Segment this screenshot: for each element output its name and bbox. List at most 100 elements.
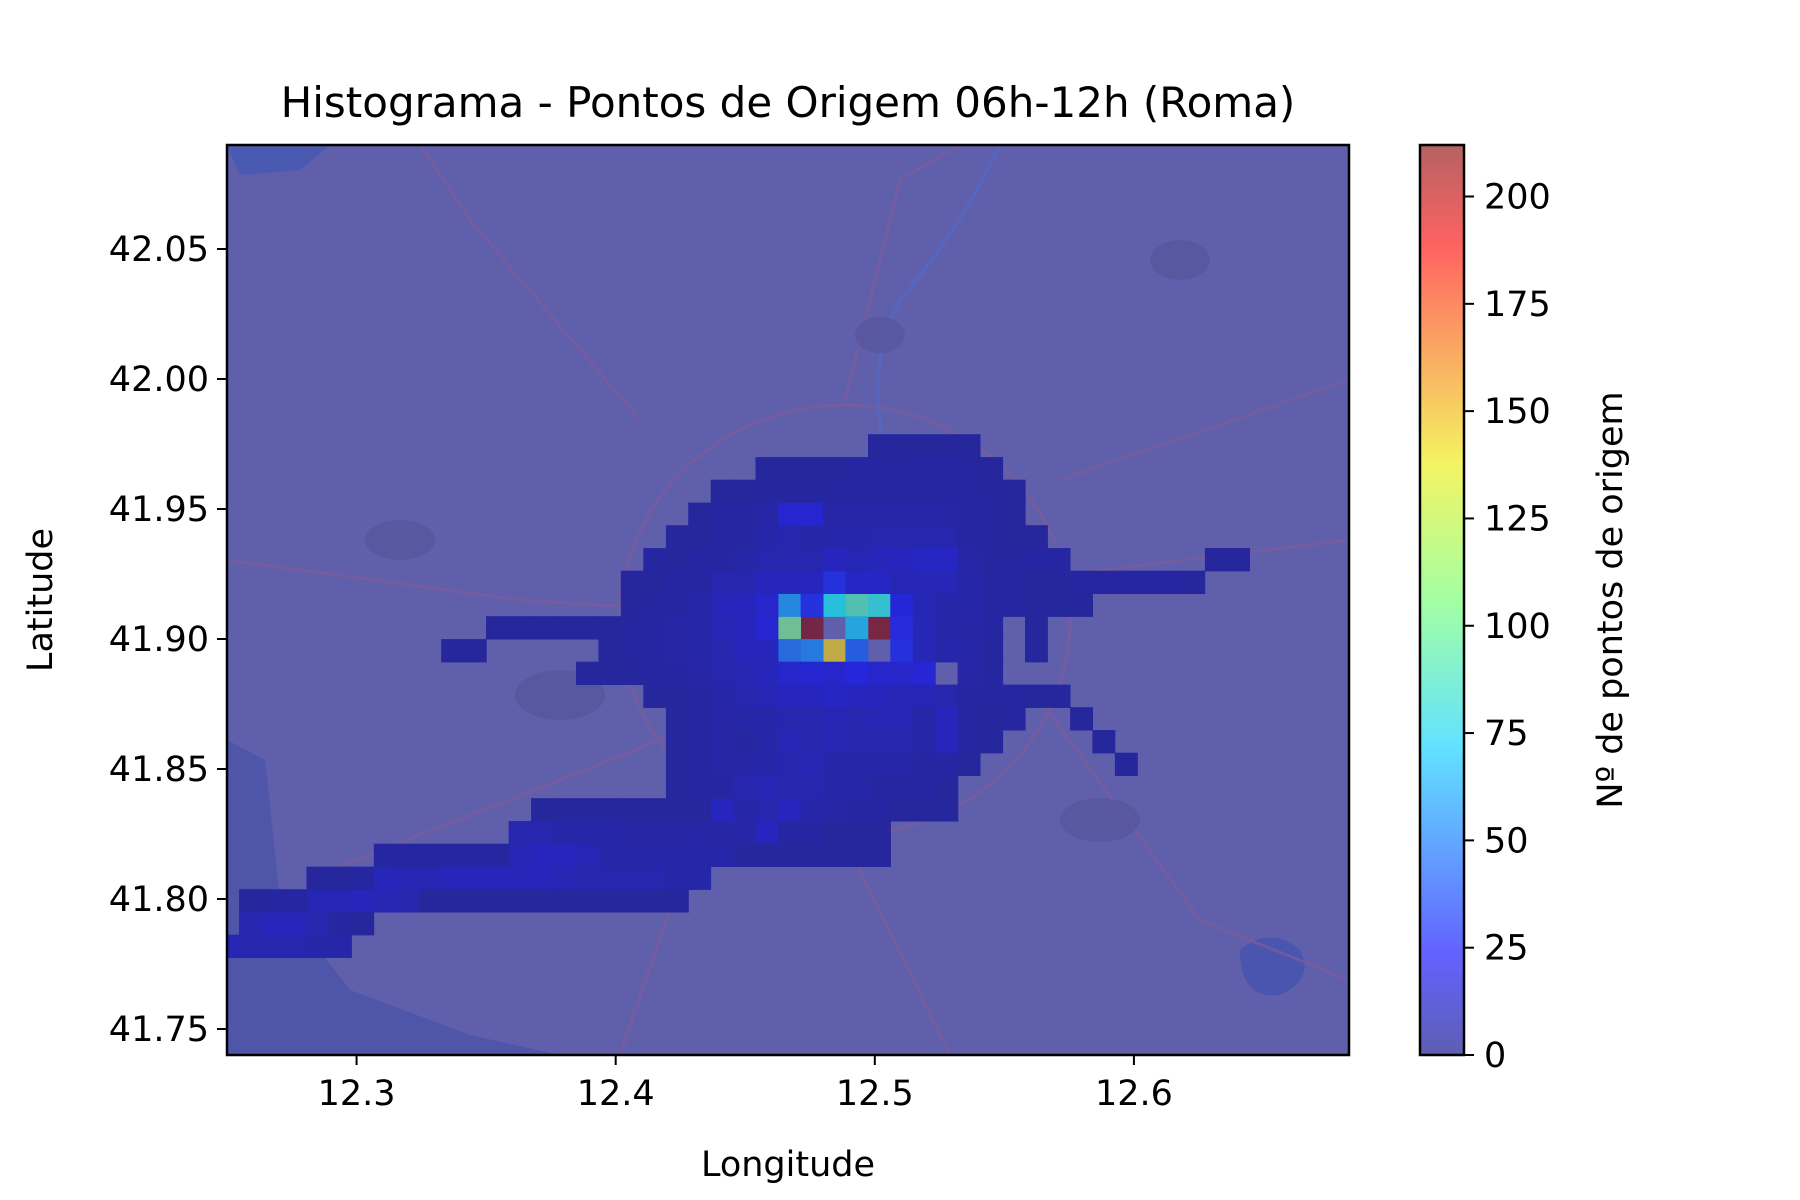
- heatmap-bin: [980, 639, 1004, 663]
- heatmap-bin: [351, 866, 375, 890]
- heatmap-bin: [710, 502, 734, 526]
- heatmap-bin: [778, 457, 801, 481]
- heatmap-bin: [688, 684, 712, 708]
- heatmap-bin: [227, 934, 240, 958]
- heatmap-bin: [957, 548, 981, 572]
- heatmap-bin: [800, 548, 824, 572]
- heatmap-bin: [822, 457, 846, 481]
- heatmap-bin: [733, 593, 757, 617]
- heatmap-bin: [733, 821, 757, 845]
- heatmap-bin: [1114, 752, 1138, 776]
- heatmap-bin: [1047, 570, 1071, 594]
- heatmap-bin: [800, 730, 824, 754]
- colorbar-tick-label: 50: [1484, 821, 1529, 861]
- heatmap-bin: [463, 639, 487, 663]
- heatmap-bin: [733, 843, 757, 867]
- heatmap-bin: [755, 457, 779, 481]
- heatmap-bin: [441, 866, 465, 890]
- heatmap-bin: [935, 457, 959, 481]
- heatmap-bin: [822, 639, 846, 663]
- heatmap-bin: [778, 843, 801, 867]
- heatmap-bin: [868, 593, 891, 617]
- heatmap-bin: [665, 593, 689, 617]
- heatmap-bin: [800, 525, 824, 549]
- map-sea: [227, 740, 560, 1055]
- heatmap-bin: [733, 775, 757, 799]
- heatmap-bin: [935, 707, 959, 731]
- heatmap-bin: [598, 616, 622, 640]
- heatmap-bin: [912, 502, 936, 526]
- heatmap-bin: [800, 570, 824, 594]
- heatmap-bin: [239, 889, 262, 913]
- heatmap-bin: [845, 798, 869, 822]
- heatmap-bin: [665, 821, 689, 845]
- heatmap-bin: [620, 889, 644, 913]
- heatmap-bin: [306, 866, 330, 890]
- heatmap-bin: [868, 707, 891, 731]
- heatmap-bin: [239, 934, 262, 958]
- heatmap-bin: [688, 548, 712, 572]
- heatmap-bin: [531, 798, 554, 822]
- heatmap-bin: [980, 570, 1004, 594]
- heatmap-bin: [373, 866, 397, 890]
- heatmap-bin: [418, 866, 442, 890]
- heatmap-bin: [1070, 707, 1093, 731]
- heatmap-bin: [1002, 502, 1026, 526]
- heatmap-bin: [598, 821, 622, 845]
- heatmap-bin: [531, 889, 554, 913]
- heatmap-bin: [957, 707, 981, 731]
- heatmap-bin: [643, 593, 667, 617]
- heatmap-bin: [553, 798, 577, 822]
- heatmap-bin: [351, 912, 375, 936]
- heatmap-bin: [733, 525, 757, 549]
- heatmap-bin: [531, 866, 554, 890]
- heatmap-bin: [553, 843, 577, 867]
- heatmap-bin: [1025, 525, 1048, 549]
- heatmap-bin: [665, 843, 689, 867]
- heatmap-bin: [710, 661, 734, 685]
- heatmap-bin: [665, 730, 689, 754]
- heatmap-bin: [733, 798, 757, 822]
- heatmap-bin: [688, 775, 712, 799]
- heatmap-bin: [710, 843, 734, 867]
- heatmap-bin: [800, 843, 824, 867]
- heatmap-bin: [665, 548, 689, 572]
- heatmap-bin: [890, 570, 914, 594]
- heatmap-bin: [1025, 616, 1048, 640]
- heatmap-bin: [710, 479, 734, 503]
- colorbar-tick-label: 25: [1484, 929, 1529, 969]
- heatmap-bin: [441, 639, 465, 663]
- heatmap-bin: [1025, 548, 1048, 572]
- heatmap-bin: [261, 934, 285, 958]
- heatmap-bin: [1047, 593, 1071, 617]
- heatmap-bin: [778, 502, 801, 526]
- heatmap-bin: [912, 730, 936, 754]
- heatmap-bin: [845, 821, 869, 845]
- heatmap-bin: [620, 866, 644, 890]
- heatmap-bin: [912, 661, 936, 685]
- heatmap-bin: [531, 616, 554, 640]
- heatmap-bin: [620, 843, 644, 867]
- heatmap-bin: [620, 639, 644, 663]
- heatmap-bin: [755, 752, 779, 776]
- heatmap-bin: [733, 639, 757, 663]
- heatmap-bin: [778, 707, 801, 731]
- heatmap-bin: [643, 548, 667, 572]
- heatmap-bin: [486, 616, 509, 640]
- heatmap-bin: [822, 752, 846, 776]
- heatmap-bin: [755, 661, 779, 685]
- heatmap-bin: [665, 798, 689, 822]
- map-lake: [227, 145, 330, 175]
- heatmap-bin: [329, 866, 352, 890]
- heatmap-bin: [890, 525, 914, 549]
- heatmap-bin: [643, 866, 667, 890]
- chart-title: Histograma - Pontos de Origem 06h-12h (R…: [281, 78, 1296, 127]
- heatmap-bin: [868, 525, 891, 549]
- heatmap-bin: [800, 616, 824, 640]
- map-lake: [1240, 937, 1305, 996]
- x-axis: 12.3 12.4 12.5 12.6: [318, 1055, 1173, 1114]
- heatmap-bin: [800, 661, 824, 685]
- heatmap-bin: [935, 434, 959, 458]
- heatmap-bin: [778, 570, 801, 594]
